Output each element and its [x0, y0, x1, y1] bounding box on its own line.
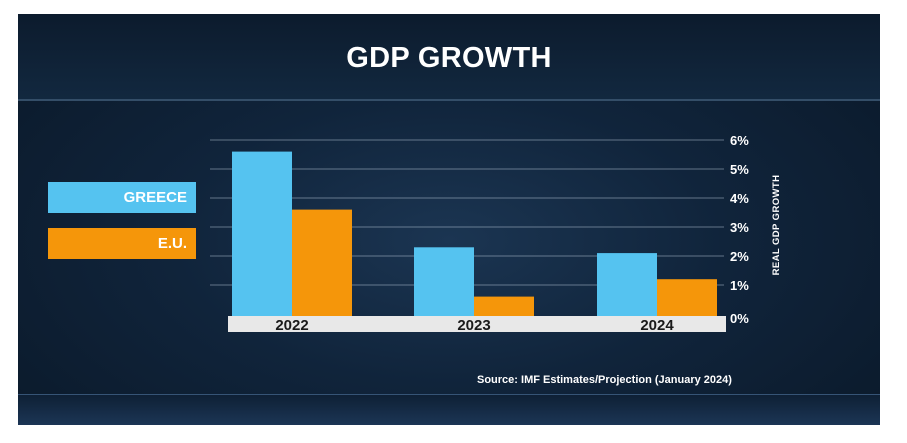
bar-chart: 2022 2023 2024 0% 1% 2% 3% 4% 5% 6% REAL GDP GRO…	[210, 133, 782, 334]
bar-eu-2022	[292, 209, 352, 316]
y-tick-label: 0%	[730, 311, 749, 326]
category-label-2024: 2024	[640, 317, 674, 334]
y-tick-label: 1%	[730, 278, 749, 293]
bar-greece-2023	[414, 247, 474, 316]
y-tick-label: 4%	[730, 191, 749, 206]
bar-eu-2024	[657, 279, 717, 316]
category-axis-band	[228, 316, 726, 332]
y-tick-label: 5%	[730, 162, 749, 177]
y-tick-label: 3%	[730, 220, 749, 235]
y-tick-labels: 0% 1% 2% 3% 4% 5% 6%	[730, 133, 749, 326]
legend-greece: GREECE	[48, 182, 196, 213]
chart-title: GDP GROWTH	[346, 42, 552, 74]
y-tick-label: 6%	[730, 133, 749, 148]
y-axis-label: REAL GDP GROWTH	[771, 175, 782, 276]
chart-frame: GDP GROWTH GREECE E.U. 2022 2023 2024 0% 1%…	[18, 14, 880, 425]
source-note: Source: IMF Estimates/Projection (Januar…	[477, 374, 732, 386]
category-label-2023: 2023	[457, 317, 490, 334]
bar-eu-2023	[474, 296, 534, 316]
category-label-2022: 2022	[275, 317, 308, 334]
bars	[232, 151, 717, 316]
bar-greece-2024	[597, 253, 657, 316]
bar-greece-2022	[232, 151, 292, 316]
chart-header: GDP GROWTH	[18, 14, 880, 101]
category-labels: 2022 2023 2024	[275, 317, 674, 334]
bottom-band	[18, 394, 880, 425]
y-tick-label: 2%	[730, 249, 749, 264]
legend-eu: E.U.	[48, 228, 196, 259]
